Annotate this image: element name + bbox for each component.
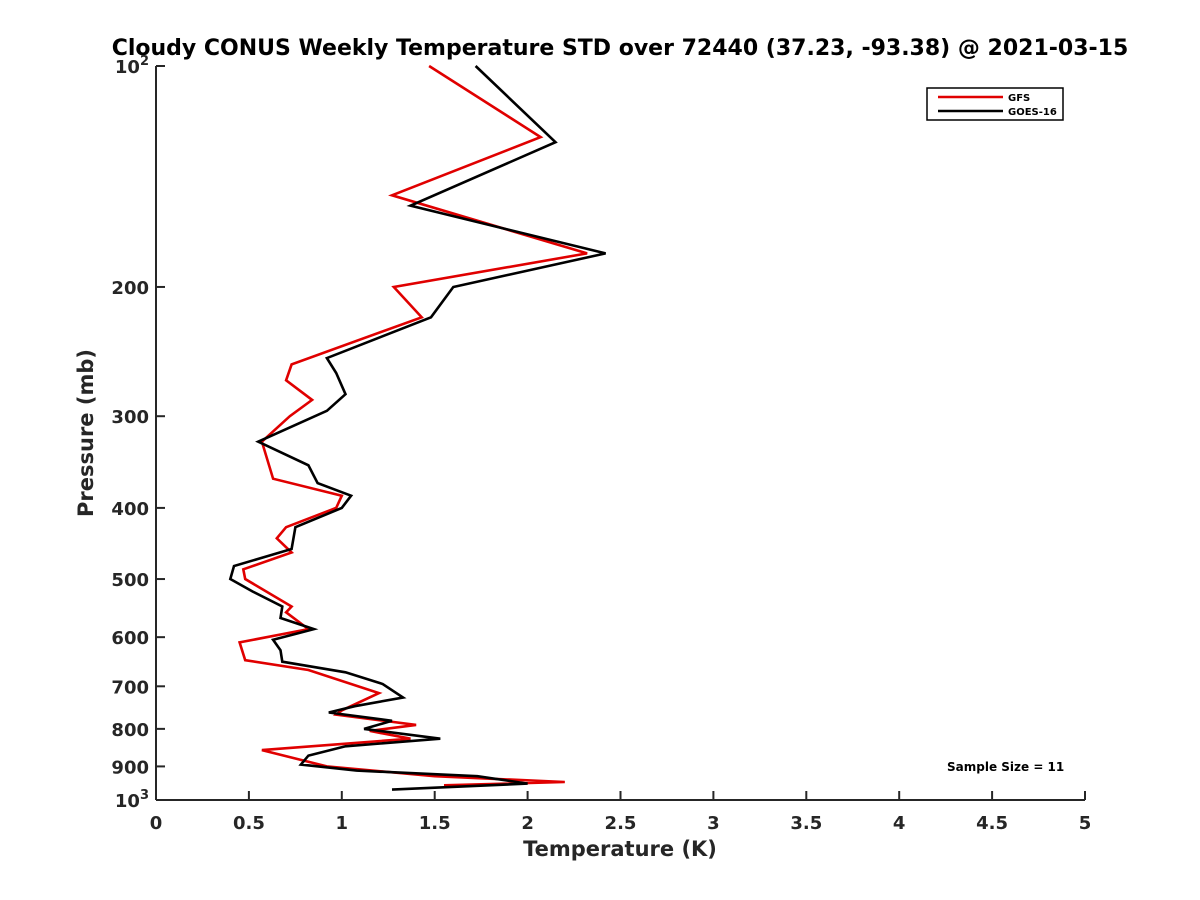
y-tick-label: 600 — [111, 628, 149, 649]
x-tick-label: 3.5 — [790, 813, 822, 834]
series-line-goes16 — [228, 65, 606, 791]
y-tick-label: 200 — [111, 278, 149, 299]
legend: GFS GOES-16 — [926, 87, 1064, 121]
x-ticks: 0 0.5 1 1.5 2 2.5 3 3.5 4 4.5 5 — [150, 791, 1092, 834]
chart-title: Cloudy CONUS Weekly Temperature STD over… — [112, 36, 1129, 61]
x-tick-label: 0.5 — [233, 813, 265, 834]
legend-label-gfs: GFS — [1008, 93, 1030, 104]
legend-label-goes16: GOES-16 — [1008, 107, 1057, 118]
x-tick-label: 1.5 — [419, 813, 451, 834]
x-axis-label: Temperature (K) — [523, 837, 717, 861]
x-tick-label: 0 — [150, 813, 163, 834]
x-tick-label: 2.5 — [605, 813, 637, 834]
series-line-gfs — [237, 64, 588, 787]
x-tick-label: 5 — [1079, 813, 1092, 834]
legend-box — [926, 87, 1064, 121]
x-tick-label: 2 — [521, 813, 534, 834]
y-axis-label: Pressure (mb) — [74, 349, 98, 517]
x-tick-label: 4 — [893, 813, 906, 834]
plot-series — [228, 64, 606, 791]
y-tick-label: 800 — [111, 720, 149, 741]
x-tick-label: 3 — [707, 813, 720, 834]
x-tick-label: 1 — [336, 813, 349, 834]
y-tick-label: 500 — [111, 570, 149, 591]
x-tick-label: 4.5 — [976, 813, 1008, 834]
y-tick-label: 900 — [111, 757, 149, 778]
sample-size-annotation: Sample Size = 11 — [947, 760, 1064, 774]
y-tick-label: 700 — [111, 677, 149, 698]
y-tick-label: 400 — [111, 499, 149, 520]
y-tick-label: 300 — [111, 407, 149, 428]
